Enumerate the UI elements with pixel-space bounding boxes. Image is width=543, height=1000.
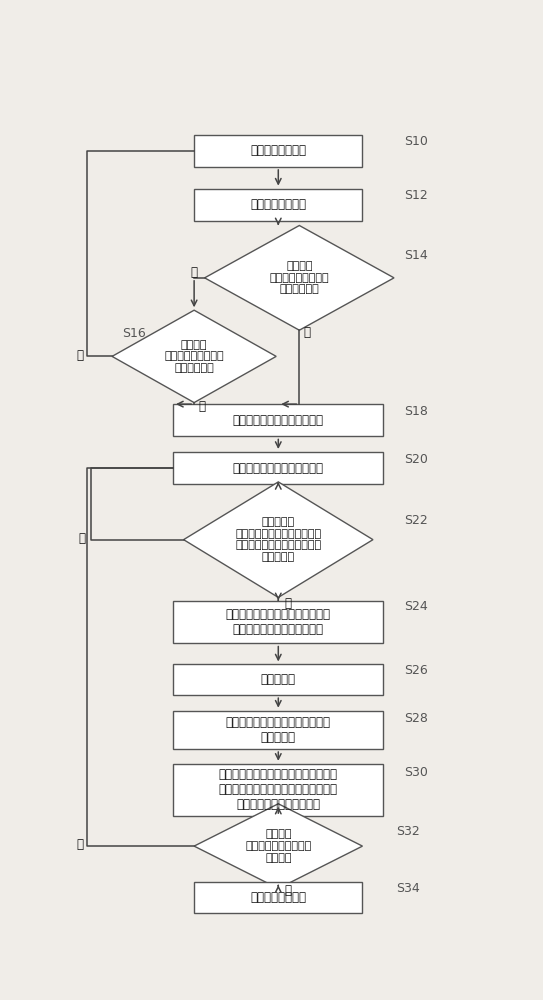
Text: S20: S20 xyxy=(405,453,428,466)
Text: 判断此些
边界数据是否符合一
第一估测条件: 判断此些 边界数据是否符合一 第一估测条件 xyxy=(269,261,329,294)
Text: 侦测多笔边界数据: 侦测多笔边界数据 xyxy=(250,144,306,157)
Text: 是: 是 xyxy=(198,400,205,413)
Text: S16: S16 xyxy=(123,327,146,340)
Text: 判断停车
空间是否符合车辆的一
停车条件: 判断停车 空间是否符合车辆的一 停车条件 xyxy=(245,830,312,863)
Text: 计算此些边界数据的一标准差: 计算此些边界数据的一标准差 xyxy=(233,462,324,475)
FancyBboxPatch shape xyxy=(194,189,363,221)
Text: S32: S32 xyxy=(396,825,420,838)
Text: 是: 是 xyxy=(285,597,292,610)
FancyBboxPatch shape xyxy=(173,452,383,484)
Polygon shape xyxy=(184,482,373,597)
Text: S22: S22 xyxy=(405,514,428,527)
FancyBboxPatch shape xyxy=(173,764,383,816)
FancyBboxPatch shape xyxy=(194,135,363,167)
Polygon shape xyxy=(205,225,394,330)
Text: 将对应的边界数据取出至少二数据
点，第一数据点及第二数据点: 将对应的边界数据取出至少二数据 点，第一数据点及第二数据点 xyxy=(226,608,331,636)
Text: 判断此些
边界数据是否符合一
第二估测条件: 判断此些 边界数据是否符合一 第二估测条件 xyxy=(165,340,224,373)
Text: 否: 否 xyxy=(76,349,83,362)
FancyBboxPatch shape xyxy=(173,711,383,749)
Text: 根据第二差值以执行第一数据点与第二
数据点的权重值调配，以取得一停车空
间及其至少一实际边界位置: 根据第二差值以执行第一数据点与第二 数据点的权重值调配，以取得一停车空 间及其至… xyxy=(219,768,338,811)
Text: 是: 是 xyxy=(304,326,311,339)
Text: 否: 否 xyxy=(78,532,85,545)
Polygon shape xyxy=(194,804,363,888)
Text: 是: 是 xyxy=(285,884,292,897)
FancyBboxPatch shape xyxy=(173,404,383,436)
Text: 计算第一数据点与第二数据点间的
一第二差值: 计算第一数据点与第二数据点间的 一第二差值 xyxy=(226,716,331,744)
Text: S28: S28 xyxy=(405,712,428,725)
Text: S12: S12 xyxy=(405,189,428,202)
Text: S24: S24 xyxy=(405,600,428,613)
Text: 进入停车空间的边界位置估算: 进入停车空间的边界位置估算 xyxy=(233,414,324,427)
Text: S30: S30 xyxy=(405,766,428,779)
FancyBboxPatch shape xyxy=(194,882,363,913)
Text: 储存数据点: 储存数据点 xyxy=(261,673,296,686)
Text: S34: S34 xyxy=(396,882,420,895)
Text: 否: 否 xyxy=(76,838,83,851)
Text: S18: S18 xyxy=(405,405,428,418)
Text: 储存此些边界数据: 储存此些边界数据 xyxy=(250,198,306,211)
Text: S10: S10 xyxy=(405,135,428,148)
Text: 启动自动停车系统: 启动自动停车系统 xyxy=(250,891,306,904)
Text: S14: S14 xyxy=(405,249,428,262)
Text: 否: 否 xyxy=(190,266,197,279)
Polygon shape xyxy=(112,310,276,403)
FancyBboxPatch shape xyxy=(173,601,383,643)
FancyBboxPatch shape xyxy=(173,664,383,695)
Text: 依序判断每
一笔边界数据与此些边界数据
总平均值间的一第一差值是否
大于标准差: 依序判断每 一笔边界数据与此些边界数据 总平均值间的一第一差值是否 大于标准差 xyxy=(235,517,321,562)
Text: S26: S26 xyxy=(405,664,428,677)
